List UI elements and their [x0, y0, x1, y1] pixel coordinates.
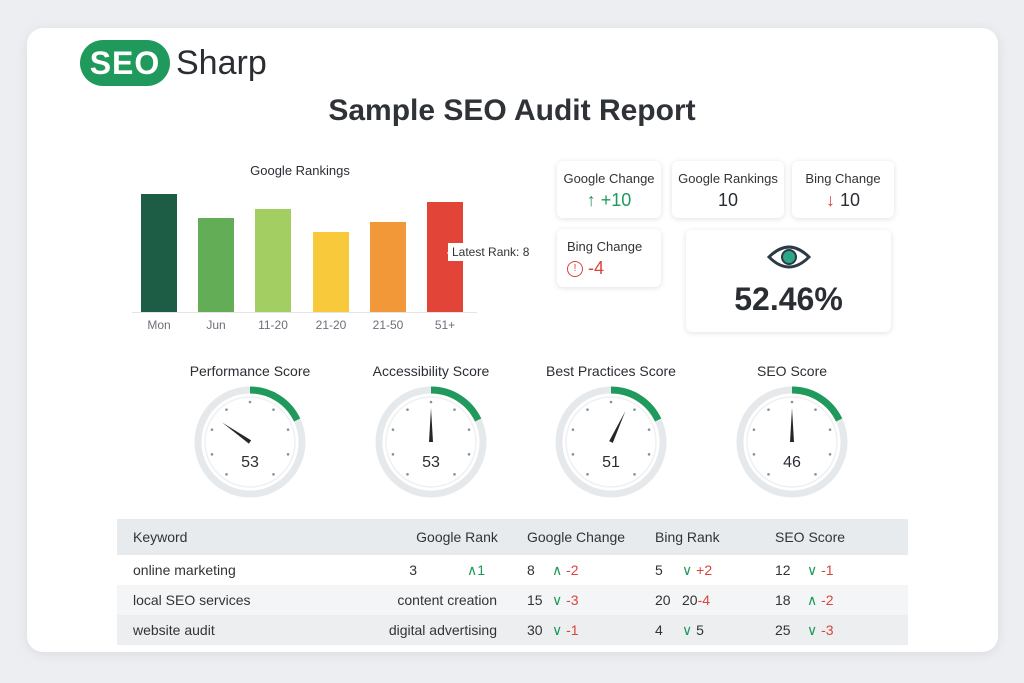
kpi-google-rankings: Google Rankings 10 — [672, 161, 784, 218]
x-tick-label: Mon — [147, 318, 171, 332]
bar-21-50 — [370, 221, 406, 312]
keyword-table: Keyword Google Rank Google Change Bing R… — [117, 519, 908, 645]
kpi-value: 52.46% — [734, 281, 843, 317]
kpi-value: 10 — [839, 190, 861, 210]
gauge-label: SEO Score — [756, 363, 828, 379]
kpi-label: Google Change — [563, 171, 655, 186]
gauge-best-practices-score: 51 — [551, 380, 671, 500]
col-seo-score: SEO Score — [767, 519, 908, 555]
table-cell: ∨ -3 — [807, 615, 908, 645]
table-cell: 18 — [767, 585, 807, 615]
latest-rank-tooltip: Latest Rank: 8 — [446, 243, 534, 261]
logo-badge: SEO — [80, 40, 170, 86]
gauge-value: 53 — [422, 454, 440, 471]
table-cell: 20-4 — [682, 585, 767, 615]
kpi-google-change: Google Change ↑ +10 — [557, 161, 661, 218]
table-cell: 30 — [507, 615, 552, 645]
table-cell: ∧1 — [417, 555, 507, 585]
table-row: online marketing 3 ∧1 8 ∧ -2 5 ∨ +2 12 ∨ -1 — [117, 555, 908, 585]
kpi-value: -4 — [588, 258, 605, 278]
table-cell: ∨ -1 — [807, 555, 908, 585]
col-keyword: Keyword — [117, 519, 367, 555]
gauge-label: Performance Score — [189, 363, 311, 379]
gauge-value: 46 — [783, 454, 801, 471]
table-cell: 5 — [647, 555, 682, 585]
table-cell: ∧ -2 — [552, 555, 647, 585]
table-cell: 20 — [647, 585, 682, 615]
bar-21-20 — [313, 232, 349, 312]
kpi-label: Bing Change — [805, 171, 881, 186]
x-tick-label: 21-50 — [372, 318, 404, 332]
alert-circle-icon: ! — [567, 261, 583, 278]
gauge-performance-score: 53 — [190, 380, 310, 500]
table-cell: 15 — [507, 585, 552, 615]
table-cell: website audit — [117, 615, 367, 645]
kpi-bing-change: Bing Change ↓ 10 — [792, 161, 894, 218]
kpi-bing-change-2: Bing Change ! -4 — [557, 229, 661, 287]
table-cell: 8 — [507, 555, 552, 585]
bar-Mon — [141, 194, 177, 312]
x-tick-label: 21-20 — [315, 318, 347, 332]
gauge-value: 53 — [241, 454, 259, 471]
gauge-label: Accessibility Score — [372, 363, 490, 379]
kpi-label: Bing Change — [567, 239, 643, 254]
table-cell: 25 — [767, 615, 807, 645]
kpi-value: 10 — [717, 190, 739, 210]
table-cell: content creation — [367, 585, 507, 615]
eye-icon — [766, 245, 811, 269]
arrow-up-icon: ↑ — [586, 190, 601, 210]
table-cell: ∨ +2 — [682, 555, 767, 585]
table-cell: ∨ 5 — [682, 615, 767, 645]
col-google-rank: Google Rank — [367, 519, 507, 555]
table-cell: digital advertising — [367, 615, 507, 645]
gauge-label: Best Practices Score — [546, 363, 676, 379]
kpi-label: Google Rankings — [678, 171, 778, 186]
x-tick-label: 11-20 — [258, 318, 288, 332]
table-cell: online marketing — [117, 555, 367, 585]
table-cell: 4 — [647, 615, 682, 645]
x-axis — [132, 312, 477, 313]
kpi-visibility: 52.46% — [686, 230, 891, 332]
gauge-accessibility-score: 53 — [371, 380, 491, 500]
gauge-value: 51 — [602, 454, 620, 471]
logo-text: Sharp — [176, 44, 267, 82]
x-tick-label: Jun — [206, 318, 226, 332]
table-cell: ∨ -1 — [552, 615, 647, 645]
table-row: local SEO services content creation 15 ∨ -3… — [117, 585, 908, 615]
page-title: Sample SEO Audit Report — [328, 94, 696, 127]
kpi-value: +10 — [600, 190, 632, 210]
table-cell: local SEO services — [117, 585, 367, 615]
table-cell: 12 — [767, 555, 807, 585]
arrow-down-icon: ↓ — [825, 190, 840, 210]
table-row: website audit digital advertising 30 ∨ -1 4 ∨… — [117, 615, 908, 645]
table-cell: ∧ -2 — [807, 585, 908, 615]
table-cell: ∨ -3 — [552, 585, 647, 615]
x-tick-label: 51+ — [434, 318, 456, 332]
gauge-seo-score: 46 — [732, 380, 852, 500]
chart-title: Google Rankings — [250, 163, 350, 178]
col-bing-rank: Bing Rank — [647, 519, 767, 555]
table-cell: 3 — [367, 555, 417, 585]
bar-11-20 — [255, 208, 291, 312]
col-google-change: Google Change — [507, 519, 647, 555]
bar-Jun — [198, 217, 234, 312]
